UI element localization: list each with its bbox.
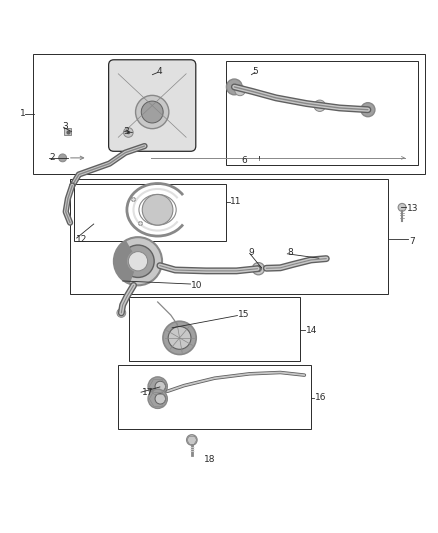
Circle shape (114, 237, 162, 285)
Wedge shape (114, 240, 134, 284)
Circle shape (117, 309, 126, 317)
Circle shape (255, 265, 261, 272)
Bar (74, 184, 226, 241)
Text: 11: 11 (230, 197, 241, 206)
Circle shape (226, 79, 242, 95)
Circle shape (141, 101, 163, 123)
Circle shape (124, 128, 133, 138)
Circle shape (59, 154, 67, 162)
Circle shape (187, 435, 197, 445)
Text: 4: 4 (157, 67, 162, 76)
Text: 13: 13 (407, 204, 419, 213)
Circle shape (128, 252, 148, 271)
Text: 12: 12 (76, 235, 88, 244)
Text: 16: 16 (314, 393, 326, 402)
Text: 3: 3 (124, 127, 129, 136)
Circle shape (148, 377, 167, 396)
Circle shape (122, 245, 154, 278)
Text: 7: 7 (410, 237, 415, 246)
Text: 17: 17 (141, 388, 153, 397)
Text: 18: 18 (204, 455, 215, 464)
Circle shape (361, 103, 375, 117)
Circle shape (155, 381, 166, 392)
Bar (64, 128, 71, 135)
Bar (70, 179, 388, 294)
Bar (226, 61, 418, 165)
Text: 8: 8 (288, 248, 293, 257)
Circle shape (168, 327, 191, 349)
Text: 5: 5 (252, 67, 258, 76)
Text: 10: 10 (191, 281, 203, 290)
Bar (118, 365, 311, 429)
Text: 9: 9 (249, 248, 254, 257)
Circle shape (314, 100, 325, 111)
Circle shape (163, 321, 196, 354)
Text: 14: 14 (306, 326, 317, 335)
Text: 1: 1 (20, 109, 25, 118)
Text: 2: 2 (49, 154, 55, 163)
FancyBboxPatch shape (109, 60, 196, 151)
Circle shape (398, 204, 406, 211)
Circle shape (252, 263, 265, 275)
Bar (129, 297, 300, 361)
Circle shape (235, 85, 245, 96)
Circle shape (136, 95, 169, 128)
Circle shape (148, 389, 167, 408)
Text: 3: 3 (63, 122, 68, 131)
Text: 15: 15 (238, 310, 249, 319)
Circle shape (155, 393, 166, 404)
Bar (33, 54, 425, 174)
Circle shape (142, 195, 173, 225)
Text: 6: 6 (241, 156, 247, 165)
